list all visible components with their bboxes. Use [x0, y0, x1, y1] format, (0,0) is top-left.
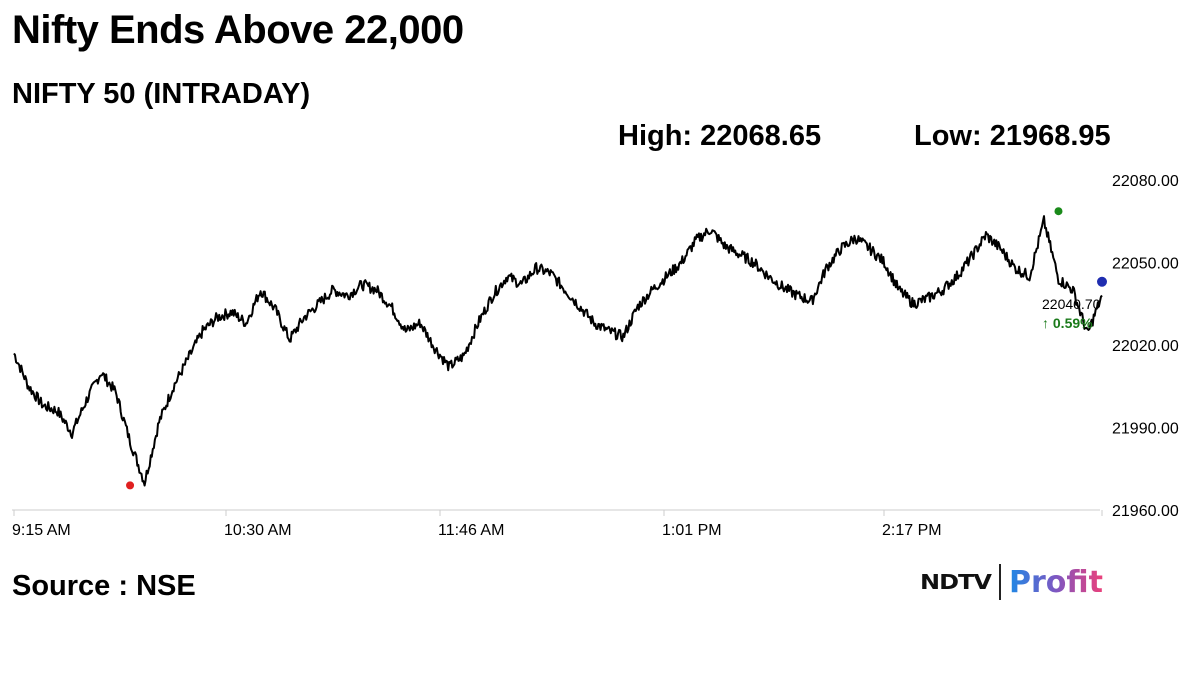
ndtv-profit-logo: NDTV Profit — [920, 562, 1103, 602]
chart-markers — [126, 207, 1107, 490]
x-tick-label: 1:01 PM — [662, 522, 722, 539]
logo-divider — [998, 564, 1001, 600]
y-tick-label: 21990.00 — [1112, 421, 1179, 438]
x-tick-label: 9:15 AM — [12, 522, 71, 539]
logo-ndtv-text: NDTV — [920, 570, 992, 594]
x-axis-ticks: 9:15 AM 10:30 AM 11:46 AM 1:01 PM 2:17 PM — [12, 510, 1103, 539]
low-marker — [126, 481, 135, 490]
source-label: Source : NSE — [12, 570, 196, 602]
y-tick-label: 22020.00 — [1112, 338, 1179, 355]
x-tick-label: 11:46 AM — [438, 522, 504, 539]
low-value: Low: 21968.95 — [914, 120, 1111, 152]
x-tick-label: 2:17 PM — [882, 522, 942, 539]
y-tick-label: 22050.00 — [1112, 256, 1179, 273]
chart-subtitle: NIFTY 50 (INTRADAY) — [12, 78, 311, 110]
logo-profit-text: Profit — [1008, 564, 1103, 600]
high-marker — [1054, 207, 1063, 216]
x-tick-label: 10:30 AM — [224, 522, 292, 539]
y-axis-ticks: 21960.00 21990.00 22020.00 22050.00 22080.00 — [1112, 173, 1179, 520]
last-value-marker — [1097, 276, 1107, 287]
y-tick-label: 21960.00 — [1112, 503, 1179, 520]
change-percent-label: ↑ 0.59% — [1042, 315, 1093, 331]
y-tick-label: 22080.00 — [1112, 173, 1179, 190]
high-value: High: 22068.65 — [618, 120, 822, 152]
price-line — [13, 215, 1103, 487]
last-value-label: 22040.70 — [1042, 296, 1101, 312]
page-title: Nifty Ends Above 22,000 — [12, 8, 464, 52]
